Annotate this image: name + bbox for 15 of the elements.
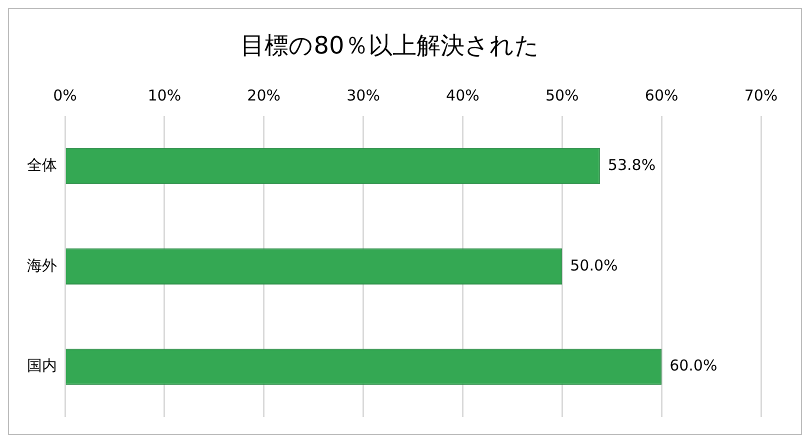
chart-title: 目標の80％以上解決された xyxy=(240,32,540,60)
x-tick-label: 70% xyxy=(744,86,778,105)
data-label: 60.0% xyxy=(670,356,718,375)
data-label: 53.8% xyxy=(608,156,656,174)
y-tick-label: 国内 xyxy=(27,356,57,375)
x-tick-label: 50% xyxy=(545,86,579,105)
x-tick-label: 10% xyxy=(148,86,182,105)
y-tick-label: 海外 xyxy=(27,256,57,274)
x-tick-label: 0% xyxy=(53,86,77,105)
data-label: 50.0% xyxy=(570,256,618,274)
x-tick-label: 30% xyxy=(346,86,380,105)
x-tick-label: 40% xyxy=(446,86,480,105)
y-tick-label: 全体 xyxy=(27,156,57,174)
x-tick-label: 20% xyxy=(247,86,281,105)
x-tick-label: 60% xyxy=(644,86,678,105)
